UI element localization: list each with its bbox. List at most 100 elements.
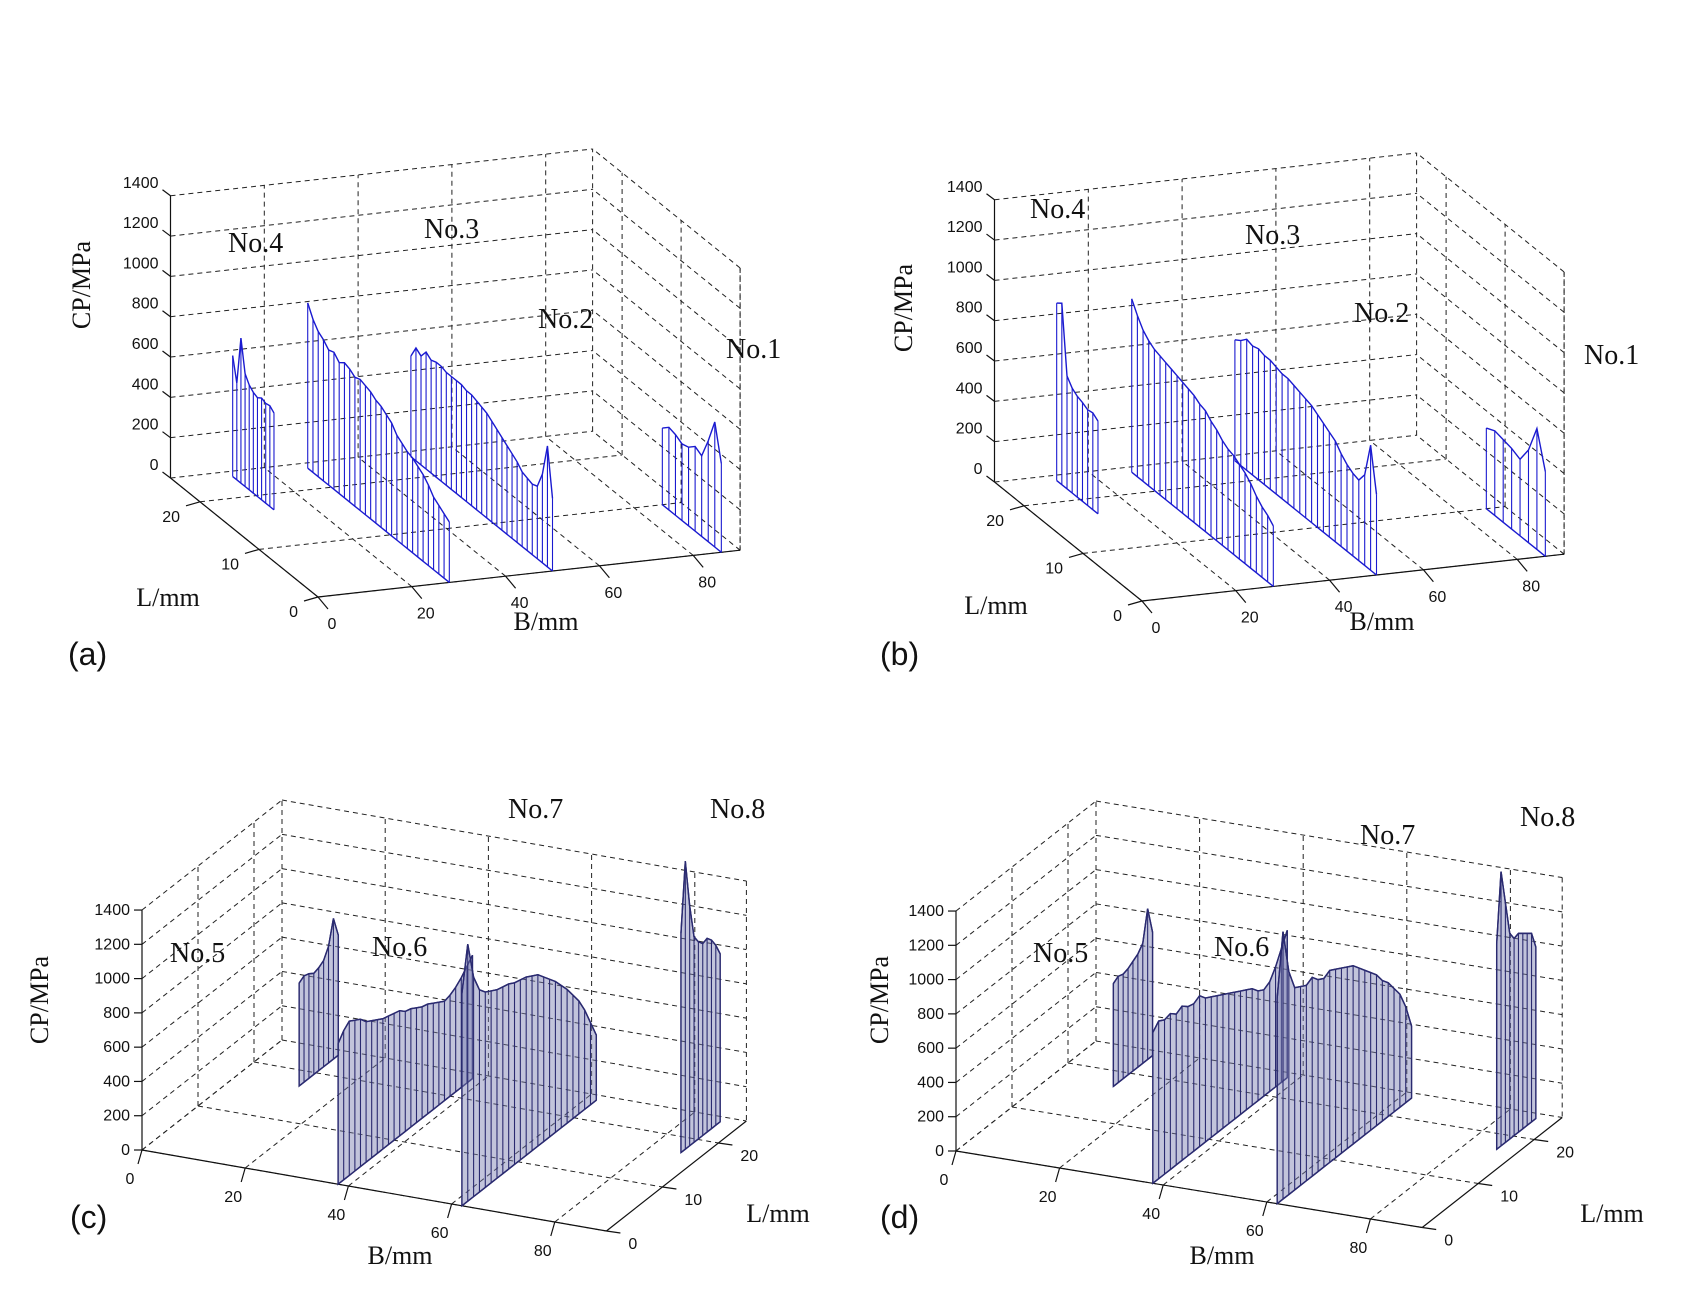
b-tick [137, 1149, 143, 1165]
series-no5: No.5 [170, 918, 340, 1088]
series-fill [680, 861, 721, 1155]
series-no1: No.1 [1485, 340, 1639, 557]
l-tick [662, 1186, 677, 1190]
l-axis-label: L/mm [746, 1199, 810, 1228]
grid-line [994, 313, 1417, 362]
grid-line [1011, 1106, 1479, 1184]
z-tick-label: 600 [956, 340, 983, 357]
l-axis-label: L/mm [136, 583, 200, 612]
b-axis-label: B/mm [513, 607, 578, 636]
series-no5: No.5 [1033, 908, 1154, 1088]
grid-line [1095, 903, 1563, 981]
grid-line [1095, 1040, 1563, 1118]
z-tick-label: 1200 [947, 219, 983, 236]
series-annotation: No.4 [1030, 194, 1085, 225]
grid-line [141, 971, 283, 1082]
grid-line [141, 868, 283, 979]
series-annotation: No.3 [424, 214, 479, 245]
z-tick-label: 800 [103, 1005, 130, 1022]
z-tick-label: 400 [956, 380, 983, 397]
z-tick-label: 0 [150, 457, 159, 474]
series-baseline [1234, 460, 1377, 576]
l-tick-label: 20 [1556, 1145, 1574, 1162]
series-envelope [1112, 908, 1154, 984]
b-tick [1141, 600, 1153, 614]
series-baseline [680, 1121, 721, 1154]
z-axis-label: CP/MPa [865, 955, 894, 1044]
grid-line [141, 833, 283, 945]
grid-line [1416, 152, 1565, 273]
series-baseline [1485, 508, 1546, 557]
grid-line [281, 868, 747, 951]
z-axis-label: CP/MPa [25, 955, 54, 1044]
z-tick-label: 1400 [947, 179, 983, 196]
b-tick-label: 60 [1429, 589, 1447, 606]
panel-label: (c) [70, 1199, 107, 1235]
grid-line [141, 799, 283, 911]
b-axis [1141, 553, 1565, 602]
l-tick [185, 501, 201, 507]
z-tick [162, 431, 171, 439]
b-axis-label: B/mm [1349, 607, 1414, 636]
z-tick [162, 269, 171, 277]
grid-line [281, 833, 747, 916]
l-tick-label: 0 [628, 1236, 637, 1253]
grid-line [994, 152, 1417, 201]
b-tick-label: 0 [126, 1171, 135, 1188]
series-no8: No.8 [680, 794, 765, 1155]
b-axis-label: B/mm [367, 1241, 432, 1270]
series-baseline [1112, 1055, 1153, 1087]
series-no4: No.4 [228, 228, 283, 511]
grid-line [281, 902, 747, 985]
series-envelope [337, 954, 474, 1044]
grid-line [1369, 440, 1518, 560]
b-tick [1262, 1201, 1268, 1217]
grid-line [955, 903, 1097, 1015]
grid-line [258, 502, 682, 550]
b-tick [1365, 1218, 1371, 1234]
grid-line [170, 148, 593, 197]
z-tick-label: 0 [121, 1142, 130, 1159]
b-tick [447, 1203, 453, 1219]
grid-line [170, 430, 593, 479]
grid-line [170, 188, 593, 237]
series-annotation: No.5 [170, 938, 225, 969]
series-fill [461, 943, 598, 1208]
b-tick-label: 40 [328, 1207, 346, 1224]
l-tick [1068, 552, 1084, 558]
z-tick-label: 1200 [94, 936, 130, 953]
grid-line [592, 430, 741, 551]
series-envelope [231, 337, 275, 414]
grid-line [994, 273, 1417, 322]
grid-line [955, 1040, 1097, 1152]
series-annotation: No.2 [538, 304, 593, 335]
series-baseline [1056, 479, 1099, 515]
z-tick-label: 1400 [123, 175, 159, 192]
l-tick [244, 548, 260, 554]
l-tick [303, 596, 319, 602]
series-fill [1152, 930, 1288, 1185]
grid-line [955, 800, 1097, 912]
b-tick [411, 586, 423, 599]
z-tick [986, 233, 995, 241]
l-axis-label: L/mm [1580, 1199, 1644, 1228]
b-tick-label: 80 [1522, 578, 1540, 595]
grid-line [170, 229, 593, 277]
l-tick [1534, 1138, 1549, 1143]
grid-line [1266, 1091, 1408, 1203]
gridlines [955, 800, 1563, 1228]
grid-line [141, 1039, 283, 1151]
z-tick-label: 0 [974, 461, 983, 478]
series-annotation: No.3 [1245, 220, 1300, 251]
grid-line [1162, 1074, 1304, 1186]
grid-line [170, 350, 593, 398]
series-annotation: No.8 [1520, 802, 1575, 833]
l-axis [606, 1120, 747, 1232]
b-tick [1516, 559, 1528, 572]
z-tick-label: 200 [917, 1109, 944, 1126]
l-tick-label: 10 [1500, 1189, 1518, 1206]
grid-line [955, 834, 1097, 946]
